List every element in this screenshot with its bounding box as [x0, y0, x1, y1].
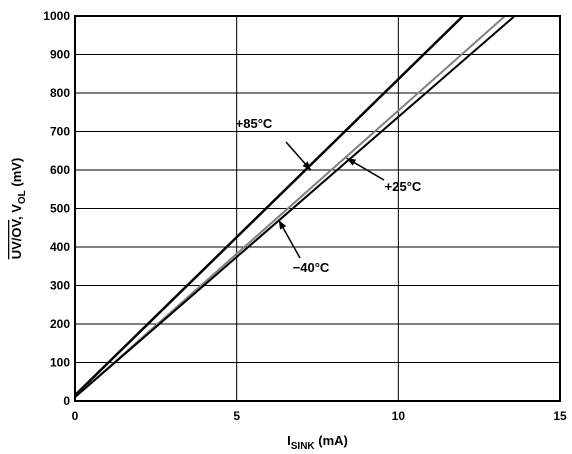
y-axis-label-sub: OL — [17, 190, 28, 204]
x-axis-label-rest: (mA) — [315, 433, 348, 448]
y-tick-label: 300 — [50, 279, 70, 293]
x-tick-label: 10 — [392, 409, 406, 423]
y-axis-label-mid: , V — [9, 204, 24, 220]
y-tick-labels: 0 100 200 300 400 500 600 700 800 900 1000 — [43, 9, 70, 408]
x-axis-label-main: I — [287, 433, 291, 448]
series-line — [74, 15, 516, 398]
x-tick-labels: 0 5 10 15 — [72, 409, 567, 423]
annotation-label: −40°C — [293, 260, 330, 275]
x-axis-label-sub: SINK — [291, 441, 316, 452]
y-tick-label: 400 — [50, 240, 70, 254]
plot-frame — [74, 15, 561, 402]
series-lines — [74, 15, 516, 398]
annotation-label: +25°C — [385, 179, 422, 194]
y-tick-label: 900 — [50, 48, 70, 62]
y-tick-label: 600 — [50, 163, 70, 177]
x-tick-label: 0 — [72, 409, 79, 423]
x-tick-label: 5 — [233, 409, 240, 423]
annotation-label: +85°C — [236, 116, 273, 131]
y-tick-label: 200 — [50, 317, 70, 331]
grid-lines — [75, 16, 560, 401]
y-tick-label: 500 — [50, 202, 70, 216]
y-tick-label: 1000 — [43, 9, 70, 23]
annotation-arrowhead — [302, 161, 312, 171]
annotation-arrowhead — [346, 158, 357, 166]
x-tick-label: 15 — [553, 409, 567, 423]
series-line — [74, 15, 464, 397]
series-line — [74, 15, 506, 398]
y-tick-label: 800 — [50, 86, 70, 100]
x-axis-label: ISINK (mA) — [287, 433, 348, 452]
y-axis-label-overlined: UV/OV — [9, 218, 24, 259]
annotation-arrowhead — [278, 220, 287, 230]
y-axis-label-rest: (mV) — [9, 158, 24, 191]
y-axis-label: UV/OV, VOL (mV) — [9, 158, 28, 260]
y-tick-label: 100 — [50, 356, 70, 370]
y-tick-label: 700 — [50, 125, 70, 139]
y-tick-label: 0 — [63, 394, 70, 408]
annotations: +85°C +25°C −40°C — [236, 116, 422, 275]
